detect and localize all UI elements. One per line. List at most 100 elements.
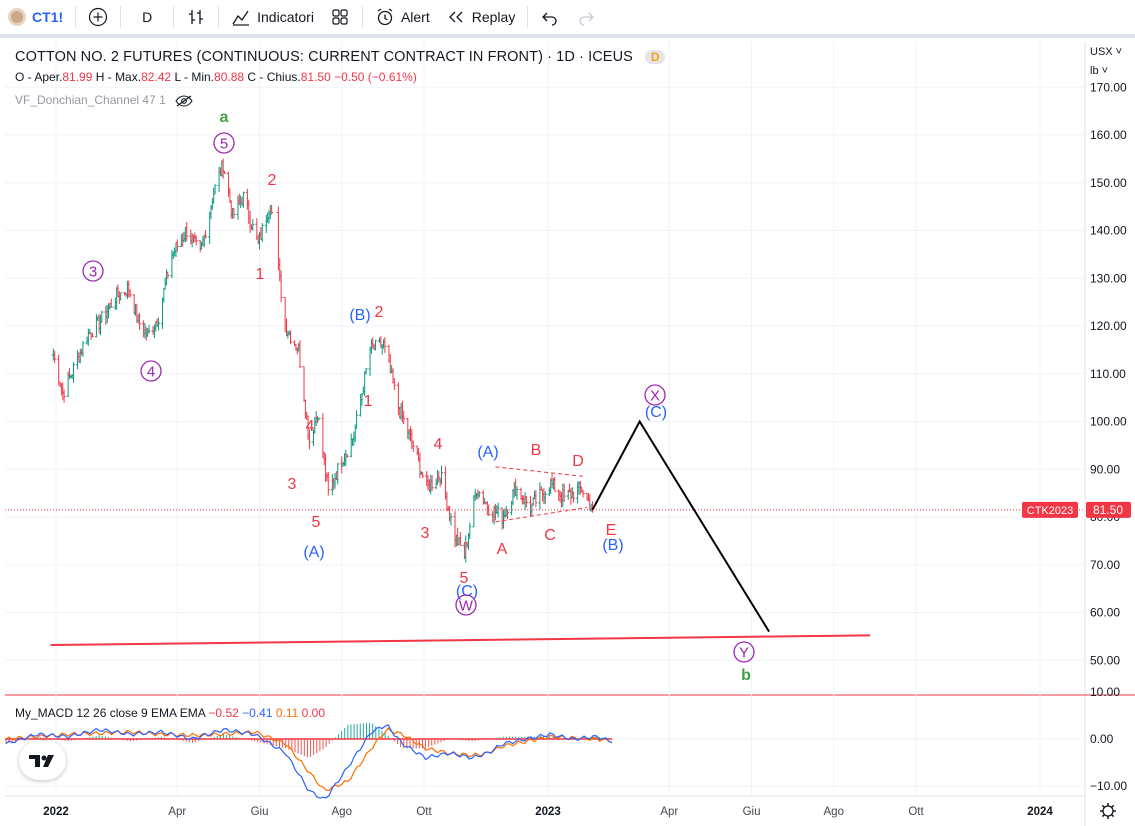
- ohlc-bar: [458, 532, 462, 546]
- tradingview-logo[interactable]: [19, 741, 66, 780]
- ohlc-bar: [298, 340, 302, 369]
- wave-label-three_1: 3: [288, 476, 297, 493]
- time-tick-label: Ott: [416, 806, 432, 818]
- grid-lines: [5, 42, 1085, 796]
- ohlc-bar: [138, 312, 142, 330]
- main-pane[interactable]: [5, 42, 1085, 694]
- time-tick-label: Giu: [251, 806, 269, 818]
- wave-label-a: a: [220, 109, 229, 126]
- add-symbol-button[interactable]: [80, 2, 116, 32]
- wave-label-four_2: 4: [434, 436, 443, 453]
- support-trendline: [50, 634, 871, 646]
- undo-button[interactable]: [532, 2, 568, 32]
- currency-select[interactable]: USX ˅: [1090, 46, 1123, 58]
- divider: [361, 6, 363, 28]
- settings-gear-icon: [1100, 803, 1116, 819]
- wave-circle-W_circle: [455, 594, 477, 616]
- wave-label-one_b: 1: [364, 393, 373, 410]
- wave-label-E_tri: E: [606, 522, 617, 539]
- wave-label-three_2: 3: [421, 525, 430, 542]
- wave-label-B_paren_1: (B): [349, 307, 370, 324]
- high-value: 82.42: [141, 70, 172, 84]
- gear-ring: [1102, 805, 1114, 817]
- delayed-badge[interactable]: D: [644, 50, 666, 64]
- wave-label-five_circle: 5: [220, 136, 228, 153]
- contract-tag-text: CTK2023: [1027, 505, 1073, 517]
- undo-icon: [542, 12, 557, 26]
- wave-circle-X_circle: [644, 384, 666, 406]
- ohlc-bar: [336, 463, 340, 485]
- unit-select[interactable]: lb ˅: [1090, 65, 1109, 77]
- symbol-search-button[interactable]: CT1!: [0, 2, 71, 32]
- time-tick-label: Ago: [332, 806, 352, 818]
- time-axis[interactable]: 2022 Apr Giu Ago Ott 2023 Apr Giu Ago Ott 2024: [43, 803, 1116, 819]
- ohlc-bar: [515, 486, 519, 500]
- indicators-button[interactable]: Indicatori: [223, 2, 322, 32]
- interval-label: D: [142, 9, 153, 25]
- macd-name[interactable]: My_MACD 12 26 close 9 EMA EMA: [15, 706, 206, 720]
- drawings-layer: [5, 419, 1085, 646]
- hidden-eye-icon[interactable]: [175, 95, 193, 107]
- ohlc-bar: [326, 472, 330, 496]
- time-tick-label: 2023: [535, 806, 561, 818]
- price-tick-label: 110.00: [1090, 367, 1126, 381]
- ohlc-bar: [373, 339, 377, 351]
- last-price-bg: [1086, 501, 1131, 518]
- ohlc-bar: [109, 298, 113, 308]
- ohlc-bar: [156, 317, 160, 331]
- triangle-lower-line: [495, 506, 588, 523]
- wave-label-Y_circle: Y: [739, 645, 749, 662]
- contract-tag: CTK2023: [1022, 501, 1078, 518]
- ohlc-bar: [241, 191, 245, 208]
- divider: [120, 6, 122, 28]
- time-tick-label: Ago: [824, 806, 844, 818]
- ohlc-bar: [147, 324, 151, 334]
- symbol-title[interactable]: COTTON NO. 2 FUTURES (CONTINUOUS: CURREN…: [15, 49, 633, 65]
- ohlc-bar: [213, 184, 217, 195]
- interval-button[interactable]: D: [125, 2, 169, 32]
- divider: [173, 6, 175, 28]
- ohlc-bar: [392, 378, 396, 391]
- macd-value: −0.52: [208, 706, 239, 720]
- ohlc-bar: [553, 476, 557, 492]
- replay-button[interactable]: Replay: [438, 2, 524, 32]
- wave-label-D_tri: D: [572, 453, 584, 470]
- ohlc-bar: [119, 292, 123, 301]
- high-label: H - Max.: [95, 70, 142, 84]
- wave-circle-five_circle: [213, 132, 235, 154]
- gear-tooth: [1111, 804, 1115, 808]
- ohlc-bar: [166, 271, 170, 280]
- ohlc-bar: [222, 170, 226, 174]
- wave-label-five_2: 5: [460, 570, 469, 587]
- wave-label-four_circle: 4: [147, 364, 155, 381]
- ohlc-bar: [421, 472, 425, 479]
- wave-label-b: b: [741, 667, 751, 684]
- ohlc-bar: [185, 222, 189, 242]
- wave-label-A_paren: (A): [303, 544, 324, 561]
- templates-button[interactable]: [322, 2, 358, 32]
- ohlc-bar: [62, 389, 66, 403]
- price-axis[interactable]: 170.00 160.00 150.00 140.00 130.00 120.00 110.…: [1022, 80, 1131, 793]
- ohlc-bar: [194, 235, 198, 246]
- replay-label: Replay: [471, 9, 516, 25]
- contract-tag-bg: [1022, 501, 1078, 518]
- ohlc-bar: [289, 330, 293, 345]
- price-tick-label: 140.00: [1090, 224, 1127, 238]
- ohlc-bar: [468, 522, 472, 540]
- wave-label-B_tri: B: [531, 442, 542, 459]
- gear-tooth: [1111, 814, 1115, 818]
- indicator-legend[interactable]: VF_Donchian_Channel 47 1: [15, 93, 193, 107]
- ohlc-bars: [51, 158, 594, 563]
- ohlc-bar: [383, 336, 387, 354]
- ohlc-bar: [307, 429, 311, 450]
- price-tick-label: 50.00: [1090, 653, 1120, 667]
- price-tick-label: 100.00: [1090, 415, 1127, 429]
- open-label: O - Aper.: [15, 70, 63, 84]
- redo-button[interactable]: [568, 2, 604, 32]
- chart-type-button[interactable]: [178, 2, 214, 32]
- ohlc-bar: [232, 208, 236, 219]
- wave-label-two_b: 2: [375, 304, 384, 321]
- alert-button[interactable]: Alert: [367, 2, 438, 32]
